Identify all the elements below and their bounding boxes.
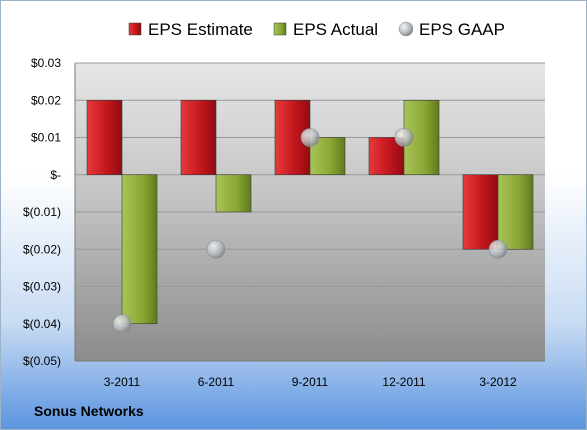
x-tick-label: 6-2011 [198,375,235,389]
y-tick-label: $(0.02) [23,242,61,256]
bar-eps-actual [121,174,158,325]
bar-eps-estimate [86,99,123,176]
x-tick-label: 9-2011 [292,375,329,389]
marker-eps-gaap [300,128,320,147]
bar-eps-actual [497,174,534,250]
x-tick-label: 3-2011 [104,375,141,389]
y-tick-label: $(0.05) [23,354,61,368]
bar-eps-estimate [180,99,217,176]
y-tick-label: $0.01 [31,131,61,145]
bar-eps-estimate [462,174,499,250]
bar-eps-actual [215,174,252,213]
legend-swatch-eps-gaap [398,21,414,37]
y-tick-label: $- [50,168,61,182]
y-tick-label: $(0.01) [23,205,61,219]
y-tick-label: $(0.04) [23,317,61,331]
legend-swatch-eps-estimate [128,22,142,36]
marker-eps-gaap [112,314,132,334]
legend-label: EPS Actual [293,20,378,39]
eps-chart: EPS Estimate EPS Actual EPS GAAP $0.03 $0.0… [23,20,545,389]
y-tick-label: $(0.03) [23,280,61,294]
x-tick-label: 12-2011 [382,375,425,389]
marker-eps-gaap [206,239,226,259]
legend-swatch-eps-actual [273,22,287,36]
legend-label: EPS Estimate [148,20,253,39]
x-tick-label: 3-2012 [479,375,517,389]
legend-label: EPS GAAP [419,20,505,39]
marker-eps-gaap [488,239,508,259]
y-tick-label: $0.02 [31,93,61,107]
marker-eps-gaap [394,128,414,147]
company-label: Sonus Networks [34,403,144,419]
y-tick-label: $0.03 [31,56,61,70]
